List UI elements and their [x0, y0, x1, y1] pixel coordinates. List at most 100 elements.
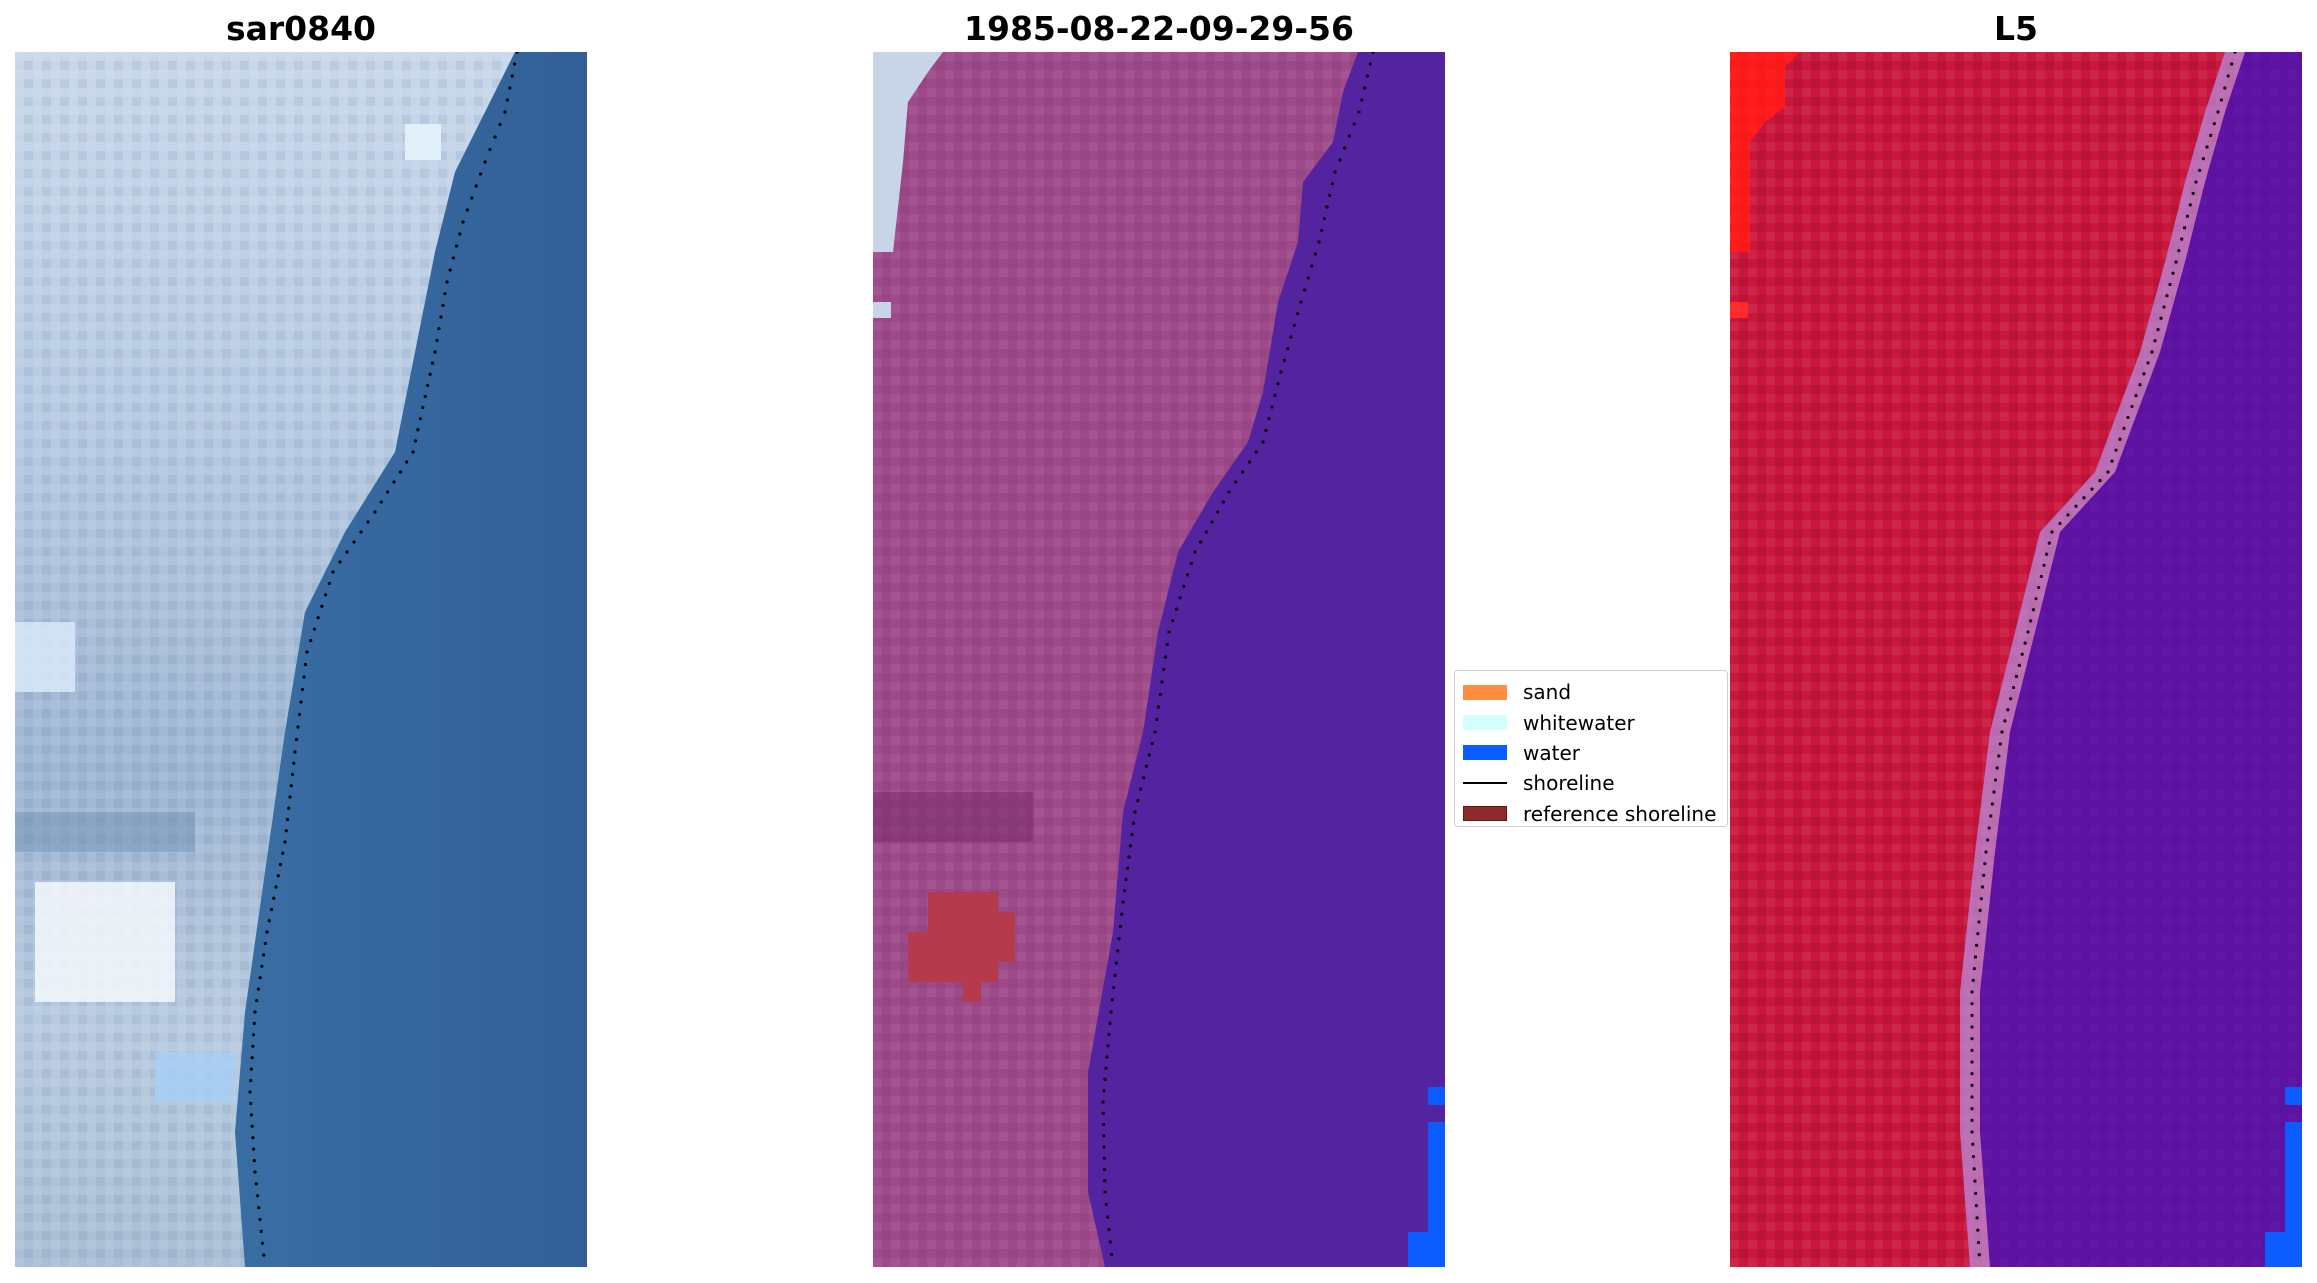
shoreline-dot	[1987, 826, 1991, 830]
shoreline-dot	[274, 885, 278, 889]
shoreline-dot	[1975, 1216, 1979, 1220]
legend-label-reference-shoreline: reference shoreline	[1523, 801, 1717, 826]
shoreline-dot	[2045, 552, 2049, 556]
shoreline-dot	[285, 817, 290, 822]
shoreline-dot	[1155, 717, 1159, 722]
shoreline-dot	[1117, 937, 1121, 941]
shoreline-dot	[1989, 814, 1993, 818]
shoreline-dot	[2039, 574, 2043, 579]
shoreline-dot	[1363, 86, 1367, 90]
shoreline-dot	[373, 510, 377, 514]
shoreline-dot	[305, 650, 309, 654]
shoreline-dot	[1102, 1134, 1106, 1138]
shoreline-dot	[1970, 1025, 1974, 1029]
shoreline-dot	[1141, 776, 1146, 780]
shoreline-dot	[254, 1182, 258, 1186]
shoreline-dot	[2233, 52, 2237, 54]
shoreline-dot	[249, 1113, 254, 1117]
shoreline-dot	[479, 172, 483, 176]
shoreline-dot	[2188, 203, 2192, 207]
legend-item-reference-shoreline: reference shoreline	[1455, 799, 1727, 829]
shoreline-dot	[1131, 821, 1136, 825]
shoreline-dot	[323, 593, 328, 597]
shoreline-dot	[1130, 832, 1134, 837]
shoreline-dot	[1328, 193, 1332, 197]
shoreline-dot	[1973, 955, 1978, 959]
shoreline-dot	[1139, 787, 1143, 791]
shoreline-dot	[1970, 1095, 1974, 1099]
shoreline-dot	[1147, 753, 1151, 757]
mndwi-image	[1730, 52, 2302, 1267]
shoreline-dot	[445, 280, 449, 284]
shoreline-dot	[1970, 990, 1974, 994]
shoreline-dot	[258, 1217, 262, 1222]
shoreline-dot	[2106, 470, 2110, 474]
shoreline-dot	[1101, 1111, 1105, 1115]
shoreline-dot	[1103, 1179, 1107, 1183]
shoreline-dot	[269, 907, 274, 912]
shoreline-dot	[1343, 146, 1347, 150]
shoreline-dot	[294, 737, 299, 742]
rgb-image-panel	[15, 52, 587, 1267]
shoreline-dot	[503, 110, 507, 114]
shoreline-dot	[1121, 900, 1125, 904]
shoreline-dot	[1310, 264, 1314, 268]
shoreline-dot	[1347, 134, 1351, 138]
whitewater-swatch	[1463, 715, 1507, 731]
shoreline-dot	[1174, 607, 1179, 611]
shoreline-dot	[1110, 998, 1114, 1002]
classified-image-panel	[873, 52, 1445, 1267]
water-swatch	[1463, 745, 1507, 761]
shoreline-dot	[1982, 873, 1986, 877]
shoreline-dot	[455, 244, 459, 248]
shoreline-dot	[1261, 440, 1265, 444]
shoreline-dot	[1990, 802, 1994, 806]
shoreline-dot	[1156, 705, 1161, 709]
shoreline-line-icon	[1463, 782, 1507, 785]
shoreline-dot	[2098, 478, 2102, 483]
shoreline-dot	[1103, 1077, 1107, 1082]
shoreline-dot	[1158, 692, 1162, 697]
shoreline-dot	[2110, 459, 2114, 463]
shoreline-dot	[2168, 282, 2172, 287]
shoreline-dot	[2031, 608, 2035, 612]
shoreline-dot	[418, 417, 422, 421]
shoreline-dot	[1306, 276, 1310, 280]
shoreline-dot	[260, 1241, 265, 1245]
shoreline-dot	[1270, 405, 1274, 409]
shoreline-dot	[300, 687, 305, 692]
shoreline-dot	[293, 750, 297, 754]
shoreline-dot	[392, 480, 396, 484]
shoreline-dot	[1264, 428, 1268, 432]
shoreline-dot	[253, 1170, 257, 1174]
shoreline-dot	[284, 829, 288, 833]
shoreline-dot	[1104, 1202, 1108, 1207]
shoreline-dot	[2047, 541, 2051, 545]
shoreline-dot	[1106, 1215, 1110, 1219]
shoreline-dot	[1299, 300, 1303, 304]
shoreline-dot	[1171, 618, 1175, 623]
sand-swatch	[1463, 684, 1507, 700]
shoreline-dot	[249, 1101, 253, 1106]
shoreline-dot	[1102, 1089, 1106, 1093]
shoreline-dot	[2058, 521, 2062, 526]
shoreline-dot	[1273, 393, 1277, 397]
shoreline-dot	[1193, 550, 1197, 554]
shoreline-dot	[1160, 680, 1164, 684]
shoreline-dot	[1970, 1060, 1974, 1064]
shoreline-dot	[1199, 540, 1203, 544]
shoreline-dot	[2034, 597, 2038, 601]
shoreline-dot	[1108, 1240, 1112, 1244]
shoreline-dot	[251, 1136, 255, 1140]
shoreline-dot	[296, 725, 300, 729]
shoreline-dot	[1101, 1100, 1105, 1104]
shoreline-dot	[443, 292, 447, 296]
shoreline-dot	[1227, 490, 1231, 494]
shoreline-dot	[515, 52, 519, 54]
shoreline-dot	[1109, 1010, 1113, 1014]
shoreline-dot	[366, 520, 370, 524]
shoreline-dot	[2014, 674, 2019, 679]
shoreline-dot	[470, 196, 474, 200]
shoreline-dot	[1970, 1072, 1974, 1076]
shoreline-dot	[251, 1147, 256, 1151]
